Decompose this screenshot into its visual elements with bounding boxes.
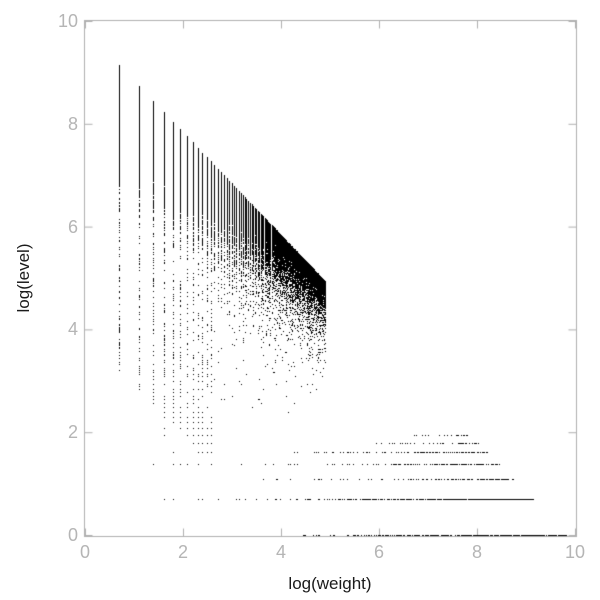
y-tick-label: 0 — [67, 525, 78, 545]
x-tick-label: 4 — [275, 542, 286, 562]
y-tick-label: 8 — [67, 113, 78, 134]
x-tick-label: 6 — [373, 542, 384, 562]
y-tick-label: 6 — [67, 216, 78, 237]
y-tick-label: 4 — [67, 319, 78, 340]
x-tick-label: 8 — [471, 542, 482, 562]
x-tick-label: 10 — [564, 542, 586, 562]
x-tick-label: 2 — [177, 542, 188, 562]
x-axis-title: log(weight) — [288, 574, 372, 593]
y-axis-title: log(level) — [14, 243, 33, 313]
y-tick-label: 2 — [67, 422, 78, 443]
y-tick-label: 10 — [57, 11, 78, 31]
x-tick-label: 0 — [79, 542, 90, 562]
